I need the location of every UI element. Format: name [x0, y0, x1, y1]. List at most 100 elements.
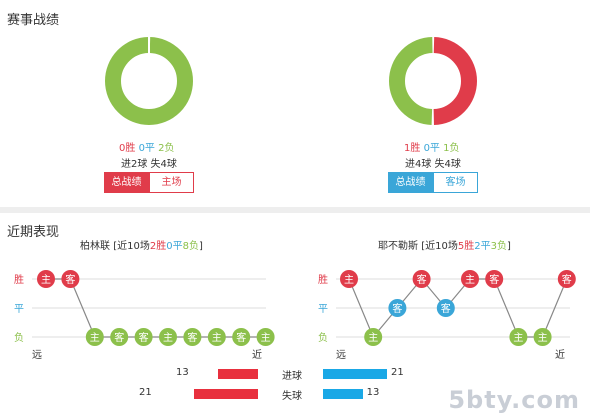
team2-match-8-point[interactable] [509, 328, 528, 346]
team1-match-1-venue: 主 [41, 274, 51, 286]
team2-tab-away[interactable]: 客场 [433, 172, 478, 193]
team2-match-7-venue: 客 [489, 273, 499, 286]
team2-recent-summary: 耶不勒斯 [近10场5胜2平3负] [378, 237, 511, 252]
team2-match-6-point[interactable] [461, 270, 479, 288]
goals-against-right-bar [323, 389, 363, 399]
team1-match-4-venue: 客 [114, 331, 124, 344]
goals-for-label: 进球 [282, 371, 302, 382]
team2-ylabel-W: 胜 [318, 274, 328, 286]
goals-against-label: 失球 [282, 391, 302, 402]
team1-xlabel-far: 远 [32, 349, 42, 361]
team1-tabs: 总战绩 主场 [104, 172, 194, 193]
team1-recent-summary: 柏林联 [近10场2胜0平8负] [80, 237, 203, 252]
team1-match-10-venue: 主 [261, 332, 271, 344]
team1-match-3-venue: 主 [90, 332, 100, 344]
team2-donut-loss-slice [389, 37, 477, 125]
team2-match-9-point[interactable] [533, 328, 552, 346]
team2-xlabel-near: 近 [555, 348, 565, 361]
team1-donut-loss-slice [105, 37, 193, 125]
record-panel: 赛事战绩 0胜 0平 2负 进2球 失4球 总战绩 主场 1胜 0平 1负 进4… [0, 0, 590, 207]
team2-match-10-venue: 客 [562, 273, 572, 286]
team1-match-5-point[interactable] [134, 328, 153, 346]
team1-ylabel-L: 负 [14, 331, 24, 344]
goals-for-left-value: 13 [176, 367, 189, 378]
team2-match-3-point[interactable] [388, 299, 407, 317]
team2-trend-line [348, 278, 568, 339]
team2-match-7-point[interactable] [485, 270, 504, 288]
team1-match-5-venue: 客 [139, 331, 149, 344]
team2-match-1-venue: 主 [344, 274, 354, 286]
recent-title: 近期表现 [7, 225, 60, 240]
goals-for-right-bar [323, 369, 388, 379]
team1-tab-total[interactable]: 总战绩 [104, 172, 149, 193]
team2-tabs: 总战绩 客场 [388, 172, 478, 193]
team1-match-6-point[interactable] [159, 328, 177, 346]
team1-ylabel-W: 胜 [14, 274, 24, 286]
team1-trend-line [46, 278, 266, 338]
team2-loss-text: 1负 [443, 143, 460, 154]
team1-match-4-point[interactable] [110, 328, 129, 346]
team2-match-2-point[interactable] [364, 328, 383, 346]
team1-summary-suffix: ] [198, 241, 203, 252]
team1-record-line: 0胜 0平 2负 [119, 139, 175, 154]
record-donuts [105, 37, 477, 125]
team2-summary-suffix: ] [506, 241, 511, 252]
team1-loss-text: 2负 [158, 143, 175, 154]
team1-draw-text: 0平 [138, 143, 155, 154]
team1-match-6-venue: 主 [163, 332, 173, 344]
team2-summary-prefix: [近10场 [421, 241, 458, 252]
team2-match-5-point[interactable] [436, 299, 455, 317]
goals-against-right-value: 13 [366, 387, 380, 398]
recent-panel: 近期表现 柏林联 [近10场2胜0平8负] 耶不勒斯 [近10场5胜2平3负] … [0, 213, 590, 416]
team2-xlabel-far: 远 [336, 349, 346, 361]
goals-for-right-value: 21 [391, 367, 404, 378]
team1-summary-prefix: [近10场 [113, 241, 150, 252]
goals-against-left-bar [193, 389, 258, 399]
team1-match-7-point[interactable] [183, 328, 202, 346]
watermark: 5bty.com [448, 386, 580, 414]
team1-match-2-point[interactable] [61, 270, 80, 288]
team2-match-5-venue: 客 [441, 302, 451, 315]
team2-match-4-venue: 客 [417, 273, 427, 286]
team1-ylabel-D: 平 [14, 304, 24, 315]
team2-draw-text: 0平 [423, 143, 440, 154]
team1-match-1-point[interactable] [37, 270, 55, 288]
team1-match-3-point[interactable] [85, 328, 104, 346]
team1-match-8-venue: 主 [212, 332, 222, 344]
team1-goals-text: 进2球 失4球 [121, 159, 177, 170]
team2-match-6-venue: 主 [465, 274, 475, 286]
team1-match-9-venue: 客 [236, 331, 246, 344]
team2-name: 耶不勒斯 [378, 241, 418, 252]
team2-tab-total[interactable]: 总战绩 [388, 172, 433, 193]
team1-summary-win: 2胜 [149, 241, 167, 252]
team2-ylabel-L: 负 [318, 331, 328, 344]
team1-match-7-venue: 客 [187, 331, 197, 344]
team2-win-text: 1胜 [404, 143, 421, 154]
team1-match-2-venue: 客 [65, 273, 75, 286]
team2-match-2-venue: 主 [368, 332, 378, 344]
team2-record-line: 1胜 0平 1负 [404, 139, 460, 154]
team2-goals-text: 进4球 失4球 [405, 159, 461, 170]
goals-for-left-bar [218, 369, 258, 379]
team2-summary-draw: 2平 [474, 241, 491, 252]
team1-summary-draw: 0平 [166, 241, 183, 252]
team1-name: 柏林联 [80, 241, 110, 252]
team2-summary-loss: 3负 [490, 241, 507, 252]
team2-match-3-venue: 客 [392, 302, 402, 315]
team2-ylabel-D: 平 [318, 304, 328, 315]
team2-match-1-point[interactable] [340, 270, 358, 288]
team2-match-9-venue: 主 [538, 332, 548, 344]
team1-summary-loss: 8负 [182, 241, 199, 252]
goals-against-left-value: 21 [139, 387, 152, 398]
team1-win-text: 0胜 [119, 143, 136, 154]
team1-tab-home[interactable]: 主场 [149, 172, 194, 193]
team1-match-9-point[interactable] [232, 328, 251, 346]
recent-trend-chart: 胜平负主 客主客客主客主客主远 近胜平负主主客客客主 客主 主客远近 [14, 270, 576, 361]
team1-match-8-point[interactable] [207, 328, 226, 346]
team2-match-10-point[interactable] [557, 270, 576, 288]
team2-donut-win-slice [389, 37, 477, 125]
team2-summary-win: 5胜 [457, 241, 475, 252]
team2-match-8-venue: 主 [513, 332, 523, 344]
team2-match-4-point[interactable] [412, 270, 431, 288]
team1-match-10-point[interactable] [256, 328, 275, 346]
